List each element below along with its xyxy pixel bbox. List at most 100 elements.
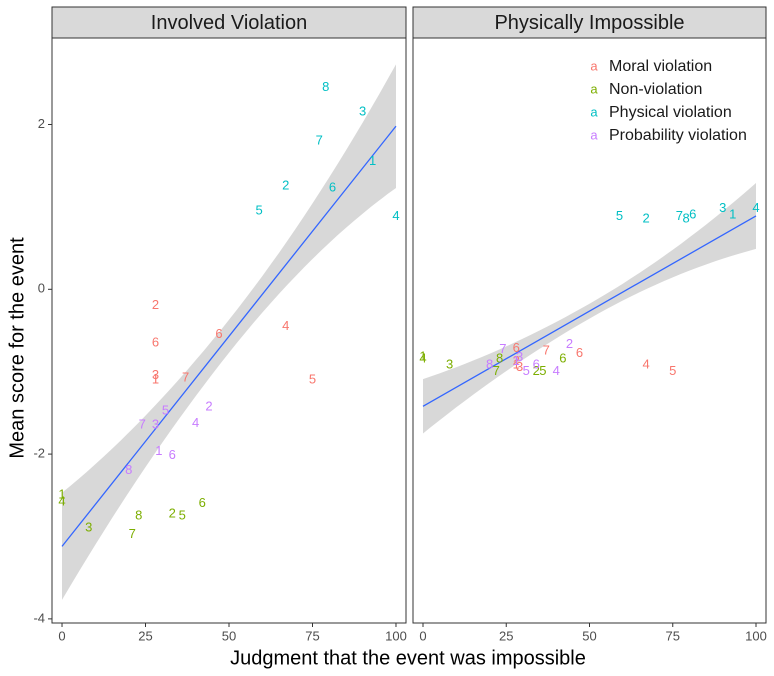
legend-key-glyph: a	[590, 127, 598, 142]
data-point-label: 5	[616, 208, 623, 223]
data-point-label: 5	[669, 363, 676, 378]
data-point-label: 2	[513, 353, 520, 368]
x-tick-label: 100	[385, 628, 407, 643]
data-point-label: 4	[58, 493, 65, 508]
data-point-label: 4	[282, 318, 289, 333]
data-point-label: 4	[419, 351, 426, 366]
x-tick-label: 25	[499, 628, 513, 643]
data-point-label: 8	[135, 507, 142, 522]
data-point-label: 1	[419, 348, 426, 363]
data-point-label: 2	[169, 506, 176, 521]
data-point-label: 3	[516, 359, 523, 374]
legend-label: Moral violation	[609, 58, 712, 75]
data-point-label: 7	[676, 208, 683, 223]
data-point-label: 6	[559, 351, 566, 366]
data-point-label: 6	[533, 357, 540, 372]
data-point-label: 7	[139, 417, 146, 432]
x-tick-label: 100	[745, 628, 767, 643]
confidence-band	[423, 183, 756, 434]
y-tick-label: 0	[38, 281, 45, 296]
data-point-label: 6	[169, 447, 176, 462]
data-point-label: 4	[392, 208, 399, 223]
data-point-label: 8	[486, 357, 493, 372]
data-point-label: 3	[446, 357, 453, 372]
y-tick-label: -4	[33, 610, 45, 625]
data-point-label: 5	[309, 371, 316, 386]
data-point-label: 8	[682, 211, 689, 226]
data-point-label: 5	[539, 363, 546, 378]
legend-entry: a Probability violation	[590, 127, 746, 144]
data-point-label: 2	[282, 178, 289, 193]
data-point-label: 4	[192, 415, 199, 430]
facet-strip	[51, 6, 407, 39]
data-point-label: 2	[566, 336, 573, 351]
x-tick-label: 50	[222, 628, 236, 643]
facet-strip	[412, 6, 767, 39]
data-point-label: 5	[255, 202, 262, 217]
panel-border	[412, 37, 767, 624]
data-point-label: 4	[752, 200, 759, 215]
data-point-label: 5	[162, 403, 169, 418]
x-tick-label: 75	[666, 628, 680, 643]
data-point-label: 6	[513, 340, 520, 355]
x-tick-label: 75	[305, 628, 319, 643]
legend-key-glyph: a	[590, 104, 598, 119]
data-point-label: 3	[152, 417, 159, 432]
data-point-label: 7	[129, 526, 136, 541]
x-tick-label: 50	[582, 628, 596, 643]
data-point-label: 1	[58, 487, 65, 502]
data-point-label: 1	[729, 207, 736, 222]
data-point-label: 6	[329, 179, 336, 194]
data-point-label: 8	[125, 462, 132, 477]
legend-entry: a Non-violation	[590, 81, 702, 98]
data-point-label: 6	[199, 495, 206, 510]
data-point-label: 1	[513, 357, 520, 372]
data-point-label: 2	[533, 363, 540, 378]
data-point-label: 7	[316, 132, 323, 147]
data-point-label: 7	[182, 370, 189, 385]
data-point-label: 1	[369, 153, 376, 168]
regression-line	[422, 215, 757, 407]
data-point-label: 3	[516, 349, 523, 364]
data-point-label: 5	[523, 363, 530, 378]
legend-label: Non-violation	[609, 81, 702, 98]
data-point-label: 1	[513, 353, 520, 368]
legend: a Moral violation a Non-violation a Physical …	[590, 58, 746, 144]
data-point-label: 7	[543, 343, 550, 358]
legend-entry: a Moral violation	[590, 58, 712, 75]
data-point-label: 8	[322, 79, 329, 94]
data-point-label: 4	[553, 363, 560, 378]
y-tick-label: -2	[33, 446, 45, 461]
confidence-band	[62, 64, 396, 600]
data-point-label: 4	[642, 357, 649, 372]
legend-key-glyph: a	[590, 81, 598, 96]
data-point-label: 7	[493, 363, 500, 378]
data-point-label: 8	[496, 351, 503, 366]
data-point-label: 1	[152, 371, 159, 386]
x-tick-label: 0	[419, 628, 426, 643]
x-tick-label: 25	[138, 628, 152, 643]
data-point-label: 2	[152, 297, 159, 312]
y-tick-label: 2	[38, 116, 45, 131]
data-point-label: 6	[689, 207, 696, 222]
y-axis-title: Mean score for the event	[6, 237, 28, 459]
data-point-label: 6	[152, 334, 159, 349]
legend-key-glyph: a	[590, 58, 598, 73]
data-point-label: 6	[215, 326, 222, 341]
legend-entry: a Physical violation	[590, 104, 731, 121]
data-point-label: 5	[179, 507, 186, 522]
legend-label: Physical violation	[609, 104, 732, 121]
data-point-label: 7	[499, 341, 506, 356]
data-point-label: 3	[152, 367, 159, 382]
facet-title: Involved Violation	[151, 12, 307, 34]
data-point-label: 2	[205, 399, 212, 414]
data-point-label: 2	[642, 211, 649, 226]
data-point-label: 3	[85, 520, 92, 535]
regression-line	[61, 125, 397, 547]
legend-label: Probability violation	[609, 127, 747, 144]
facet-title: Physically Impossible	[494, 12, 684, 34]
x-axis-title: Judgment that the event was impossible	[230, 647, 586, 669]
